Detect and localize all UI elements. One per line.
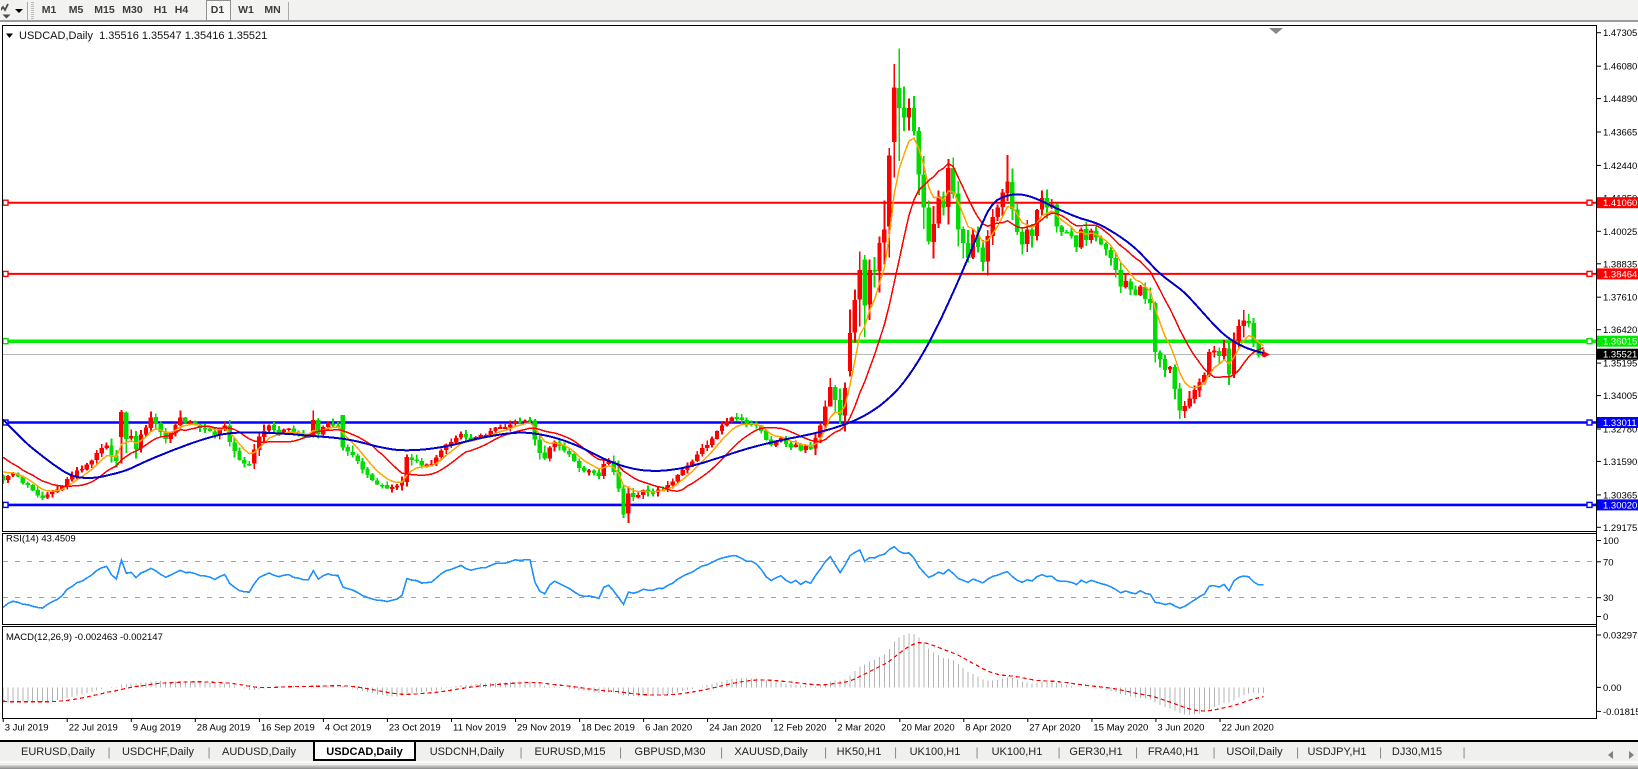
svg-text:20 Mar 2020: 20 Mar 2020 — [901, 723, 954, 734]
svg-text:-0.018154: -0.018154 — [1603, 707, 1638, 718]
svg-text:6 Jan 2020: 6 Jan 2020 — [645, 723, 692, 734]
svg-text:RSI(14) 43.4509: RSI(14) 43.4509 — [6, 534, 76, 545]
svg-text:30: 30 — [1603, 593, 1614, 604]
svg-text:1.30020: 1.30020 — [1603, 500, 1637, 511]
svg-text:22 Jun 2020: 22 Jun 2020 — [1222, 723, 1274, 734]
svg-text:1.29175: 1.29175 — [1603, 523, 1637, 534]
svg-text:15 May 2020: 15 May 2020 — [1093, 723, 1148, 734]
svg-text:100: 100 — [1603, 536, 1619, 547]
svg-text:1.46080: 1.46080 — [1603, 62, 1637, 73]
svg-text:1.33011: 1.33011 — [1603, 418, 1637, 429]
svg-text:28 Aug 2019: 28 Aug 2019 — [197, 723, 250, 734]
svg-text:0.032972: 0.032972 — [1603, 631, 1638, 642]
svg-text:1.32780: 1.32780 — [1603, 425, 1637, 436]
svg-text:1.30365: 1.30365 — [1603, 490, 1637, 501]
svg-text:2 Mar 2020: 2 Mar 2020 — [837, 723, 885, 734]
svg-text:4 Oct 2019: 4 Oct 2019 — [325, 723, 371, 734]
svg-text:1.40025: 1.40025 — [1603, 227, 1637, 238]
svg-text:16 Sep 2019: 16 Sep 2019 — [261, 723, 315, 734]
svg-text:1.35521: 1.35521 — [1603, 350, 1637, 361]
svg-text:3 Jul 2019: 3 Jul 2019 — [5, 723, 49, 734]
svg-text:18 Dec 2019: 18 Dec 2019 — [581, 723, 635, 734]
svg-text:MACD(12,26,9) -0.002463 -0.002: MACD(12,26,9) -0.002463 -0.002147 — [6, 632, 163, 643]
svg-text:1.36015: 1.36015 — [1603, 337, 1637, 348]
svg-text:1.35195: 1.35195 — [1603, 359, 1637, 370]
svg-text:29 Nov 2019: 29 Nov 2019 — [517, 723, 571, 734]
svg-text:1.42440: 1.42440 — [1603, 161, 1637, 172]
svg-text:1.43665: 1.43665 — [1603, 128, 1637, 139]
svg-text:70: 70 — [1603, 557, 1614, 568]
svg-text:USDCAD,Daily 1.35516 1.35547: USDCAD,Daily 1.35516 1.35547 1.35416 1.3… — [19, 30, 267, 42]
svg-text:1.47305: 1.47305 — [1603, 28, 1637, 39]
svg-text:1.37610: 1.37610 — [1603, 293, 1637, 304]
svg-text:1.34005: 1.34005 — [1603, 391, 1637, 402]
svg-text:8 Apr 2020: 8 Apr 2020 — [965, 723, 1011, 734]
svg-text:0.00: 0.00 — [1603, 683, 1622, 694]
svg-text:1.41060: 1.41060 — [1603, 198, 1637, 209]
svg-text:24 Jan 2020: 24 Jan 2020 — [709, 723, 761, 734]
svg-text:1.31590: 1.31590 — [1603, 457, 1637, 468]
svg-text:0: 0 — [1603, 612, 1608, 623]
svg-text:9 Aug 2019: 9 Aug 2019 — [133, 723, 181, 734]
svg-text:11 Nov 2019: 11 Nov 2019 — [453, 723, 506, 734]
svg-text:12 Feb 2020: 12 Feb 2020 — [773, 723, 826, 734]
svg-text:23 Oct 2019: 23 Oct 2019 — [389, 723, 441, 734]
svg-text:1.36420: 1.36420 — [1603, 325, 1637, 336]
svg-text:1.44890: 1.44890 — [1603, 94, 1637, 105]
svg-text:27 Apr 2020: 27 Apr 2020 — [1029, 723, 1080, 734]
svg-text:3 Jun 2020: 3 Jun 2020 — [1157, 723, 1204, 734]
svg-text:1.38835: 1.38835 — [1603, 259, 1637, 270]
svg-text:22 Jul 2019: 22 Jul 2019 — [69, 723, 118, 734]
svg-text:1.38464: 1.38464 — [1603, 269, 1637, 280]
